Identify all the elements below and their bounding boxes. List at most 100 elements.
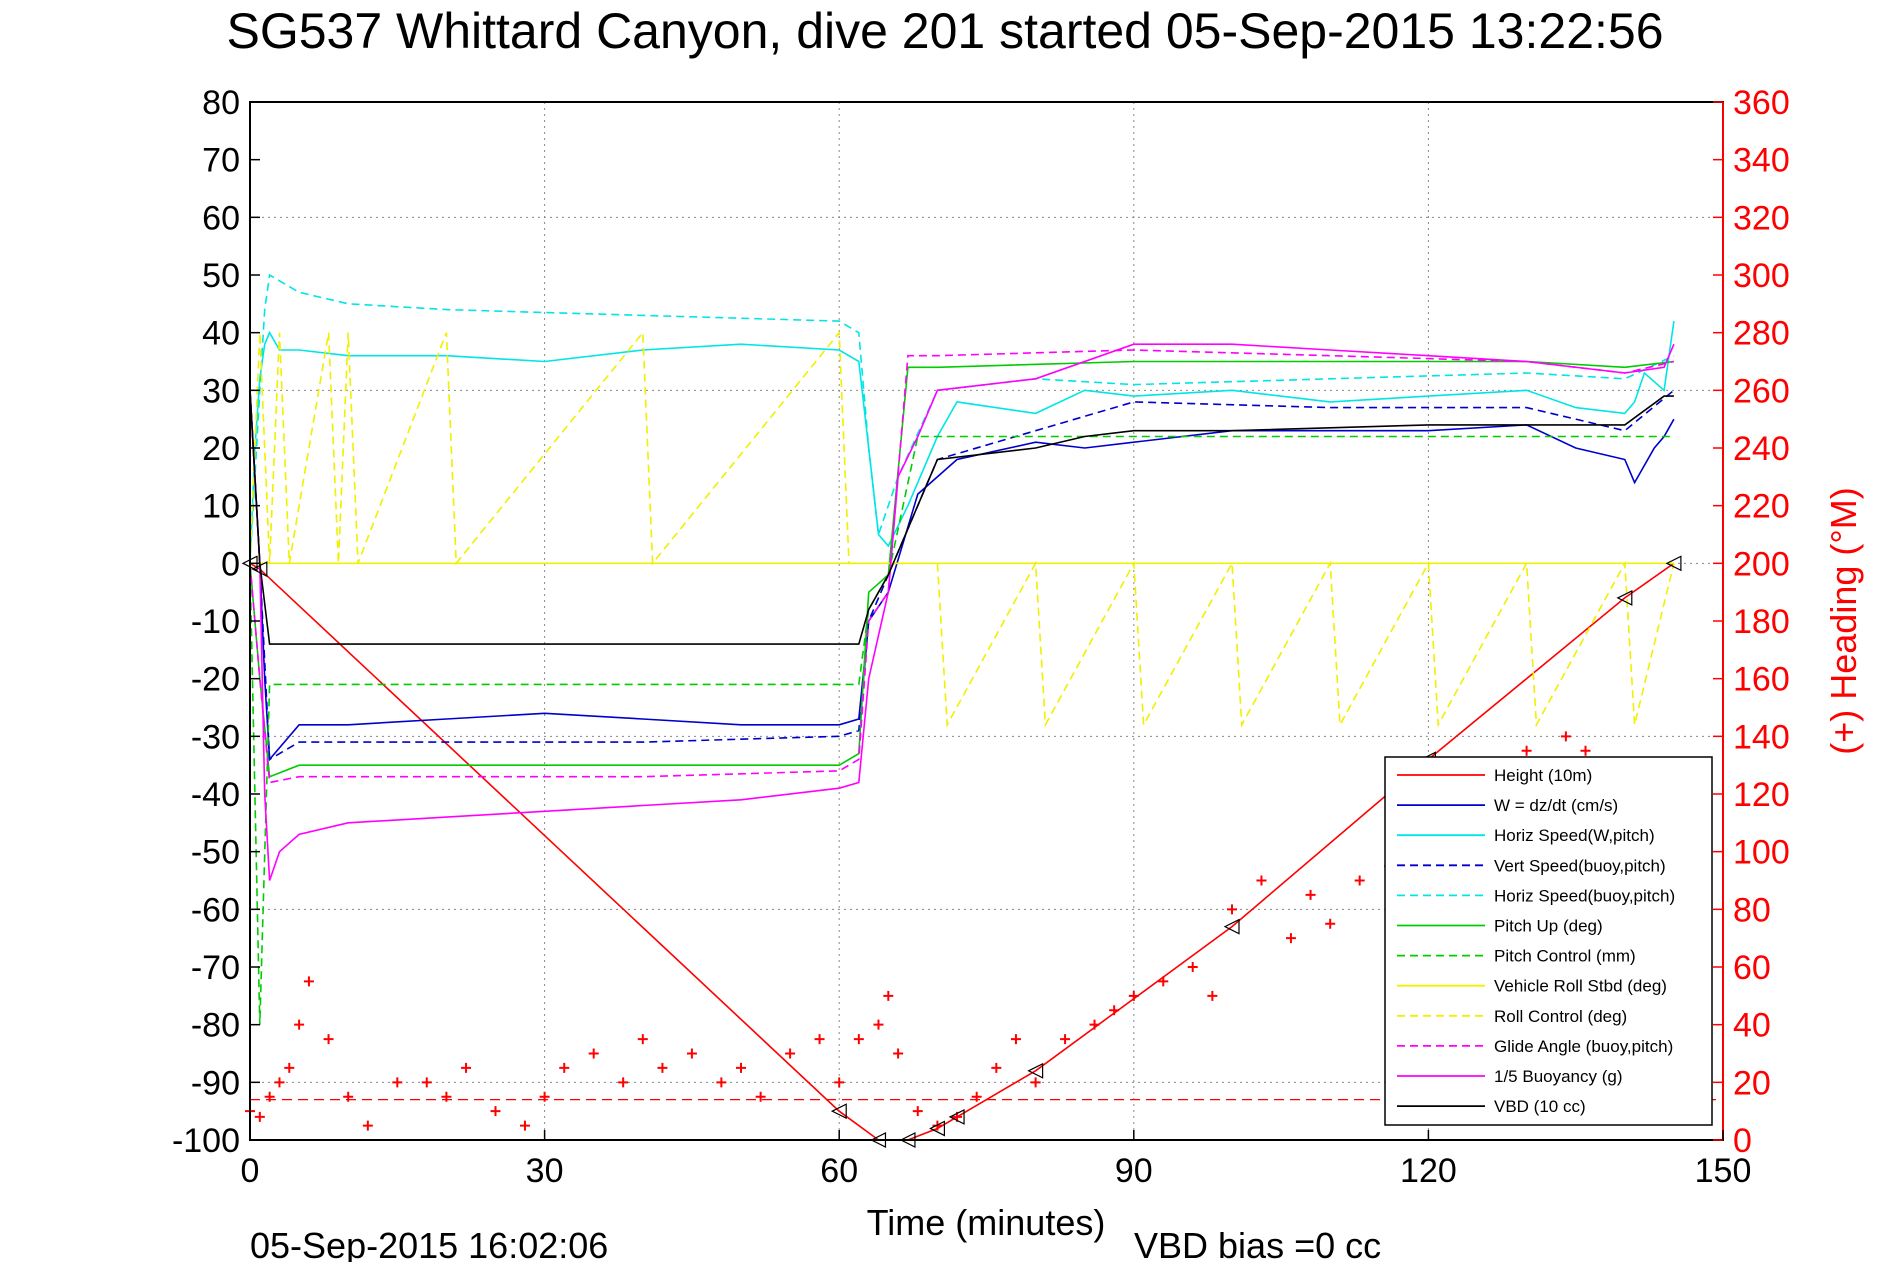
heading-marker <box>274 1077 285 1088</box>
x-tick-label: 90 <box>1115 1152 1153 1190</box>
heading-marker <box>1187 962 1198 972</box>
heading-marker <box>1580 745 1591 756</box>
legend-box <box>1384 756 1713 1126</box>
heading-marker <box>991 1062 1002 1073</box>
heading-marker <box>294 1019 305 1030</box>
heading-marker <box>971 1091 982 1102</box>
triangle-marker <box>251 561 268 578</box>
heading-marker <box>755 1091 766 1102</box>
y-tick-label: -10 <box>191 603 240 641</box>
heading-marker <box>637 1034 648 1045</box>
heading-marker <box>834 1077 845 1088</box>
heading-marker <box>362 1120 373 1131</box>
heading-marker <box>883 990 894 1001</box>
heading-marker <box>539 1091 550 1102</box>
y-tick-label: -100 <box>172 1122 240 1160</box>
heading-marker <box>392 1077 403 1088</box>
heading-marker <box>588 1048 599 1059</box>
heading-marker <box>618 1077 629 1088</box>
heading-marker <box>853 1034 864 1045</box>
legend-entry-label: Glide Angle (buoy,pitch) <box>1494 1037 1673 1056</box>
series-line-9 <box>249 349 1675 784</box>
heading-marker <box>912 1106 923 1117</box>
y-right-tick-label: 200 <box>1733 545 1790 583</box>
legend-entry-label: W = dz/dt (cm/s) <box>1494 796 1618 815</box>
y-right-tick-label: 60 <box>1733 949 1771 987</box>
legend-entry-label: 1/5 Buoyancy (g) <box>1494 1067 1623 1086</box>
y-right-tick-label: 120 <box>1733 776 1790 814</box>
heading-marker <box>1109 1005 1120 1016</box>
y-tick-label: -50 <box>191 834 240 872</box>
x-tick-label: 30 <box>526 1152 564 1190</box>
triangle-marker <box>1665 555 1682 572</box>
heading-marker <box>1128 990 1139 1001</box>
heading-marker <box>284 1062 295 1073</box>
heading-marker <box>1227 904 1237 915</box>
y-tick-label: 0 <box>221 545 240 583</box>
y-right-tick-label: 280 <box>1733 315 1790 353</box>
heading-marker <box>1256 875 1267 886</box>
triangle-marker <box>948 1108 965 1125</box>
series-line-2 <box>249 320 1675 564</box>
heading-marker <box>461 1062 472 1073</box>
chart-title: SG537 Whittard Canyon, dive 201 started … <box>226 3 1663 59</box>
heading-marker <box>716 1077 727 1088</box>
legend-entry-label: Horiz Speed(W,pitch) <box>1494 826 1655 845</box>
series-line-0 <box>249 562 1675 1141</box>
heading-marker <box>1030 1077 1041 1088</box>
y-tick-label: 60 <box>202 199 240 237</box>
heading-marker <box>893 1048 904 1059</box>
y-axis-right-label: (+) Heading (°M) <box>1823 487 1864 754</box>
y-right-tick-label: 360 <box>1733 84 1790 122</box>
y-tick-label: -90 <box>191 1064 240 1102</box>
heading-marker <box>1089 1019 1100 1030</box>
y-right-tick-label: 80 <box>1733 891 1771 929</box>
triangle-marker <box>1616 589 1633 606</box>
triangle-marker <box>1027 1062 1044 1079</box>
heading-marker <box>1060 1034 1071 1045</box>
heading-marker <box>559 1062 570 1073</box>
legend-entry-label: Horiz Speed(buoy,pitch) <box>1494 886 1675 905</box>
y-axis-left: 80 70 60 50 40 30 20 10 0 -10 -20 -30 -40 -50 -60 -70 -8… <box>172 84 260 1160</box>
y-tick-label: 10 <box>202 488 240 526</box>
y-right-tick-label: 240 <box>1733 430 1790 468</box>
y-right-tick-label: 160 <box>1733 661 1790 699</box>
legend-entry-label: Vehicle Roll Stbd (deg) <box>1494 977 1667 996</box>
y-right-tick-label: 140 <box>1733 718 1790 756</box>
heading-marker <box>1158 976 1169 987</box>
heading-marker <box>785 1048 796 1059</box>
heading-marker <box>1354 875 1365 886</box>
heading-marker <box>1325 918 1336 929</box>
legend-entry-label: Height (10m) <box>1494 766 1592 785</box>
y-right-tick-label: 320 <box>1733 199 1790 237</box>
footer-timestamp: 05-Sep-2015 16:02:06 <box>250 1225 608 1262</box>
x-tick-label: 150 <box>1695 1152 1752 1190</box>
series-line-5 <box>249 360 1674 778</box>
heading-marker <box>1207 990 1218 1001</box>
legend-entry-label: Vert Speed(buoy,pitch) <box>1494 856 1666 875</box>
series-line-1 <box>249 390 1675 762</box>
legend-entry-label: Pitch Up (deg) <box>1494 917 1603 936</box>
series-line-11 <box>249 390 1674 645</box>
series-line-3 <box>249 389 1675 761</box>
heading-marker <box>657 1062 668 1073</box>
heading-marker <box>490 1106 501 1117</box>
legend-entry-label: Pitch Control (mm) <box>1494 947 1636 966</box>
heading-marker <box>686 1048 697 1059</box>
y-right-tick-label: 20 <box>1733 1064 1771 1102</box>
y-tick-label: -80 <box>191 1007 240 1045</box>
triangle-marker <box>929 1120 945 1137</box>
heading-marker <box>814 1034 825 1045</box>
heading-marker <box>1521 745 1532 756</box>
heading-marker <box>1305 889 1316 900</box>
series-line-8 <box>249 330 1675 728</box>
y-right-tick-label: 340 <box>1733 142 1790 180</box>
heading-marker <box>1285 933 1296 944</box>
series-line-4 <box>249 273 1675 564</box>
y-tick-label: 80 <box>202 84 240 122</box>
footer-vbd-bias: VBD bias =0 cc <box>1134 1225 1381 1262</box>
y-tick-label: 40 <box>202 315 240 353</box>
heading-marker <box>303 976 314 987</box>
